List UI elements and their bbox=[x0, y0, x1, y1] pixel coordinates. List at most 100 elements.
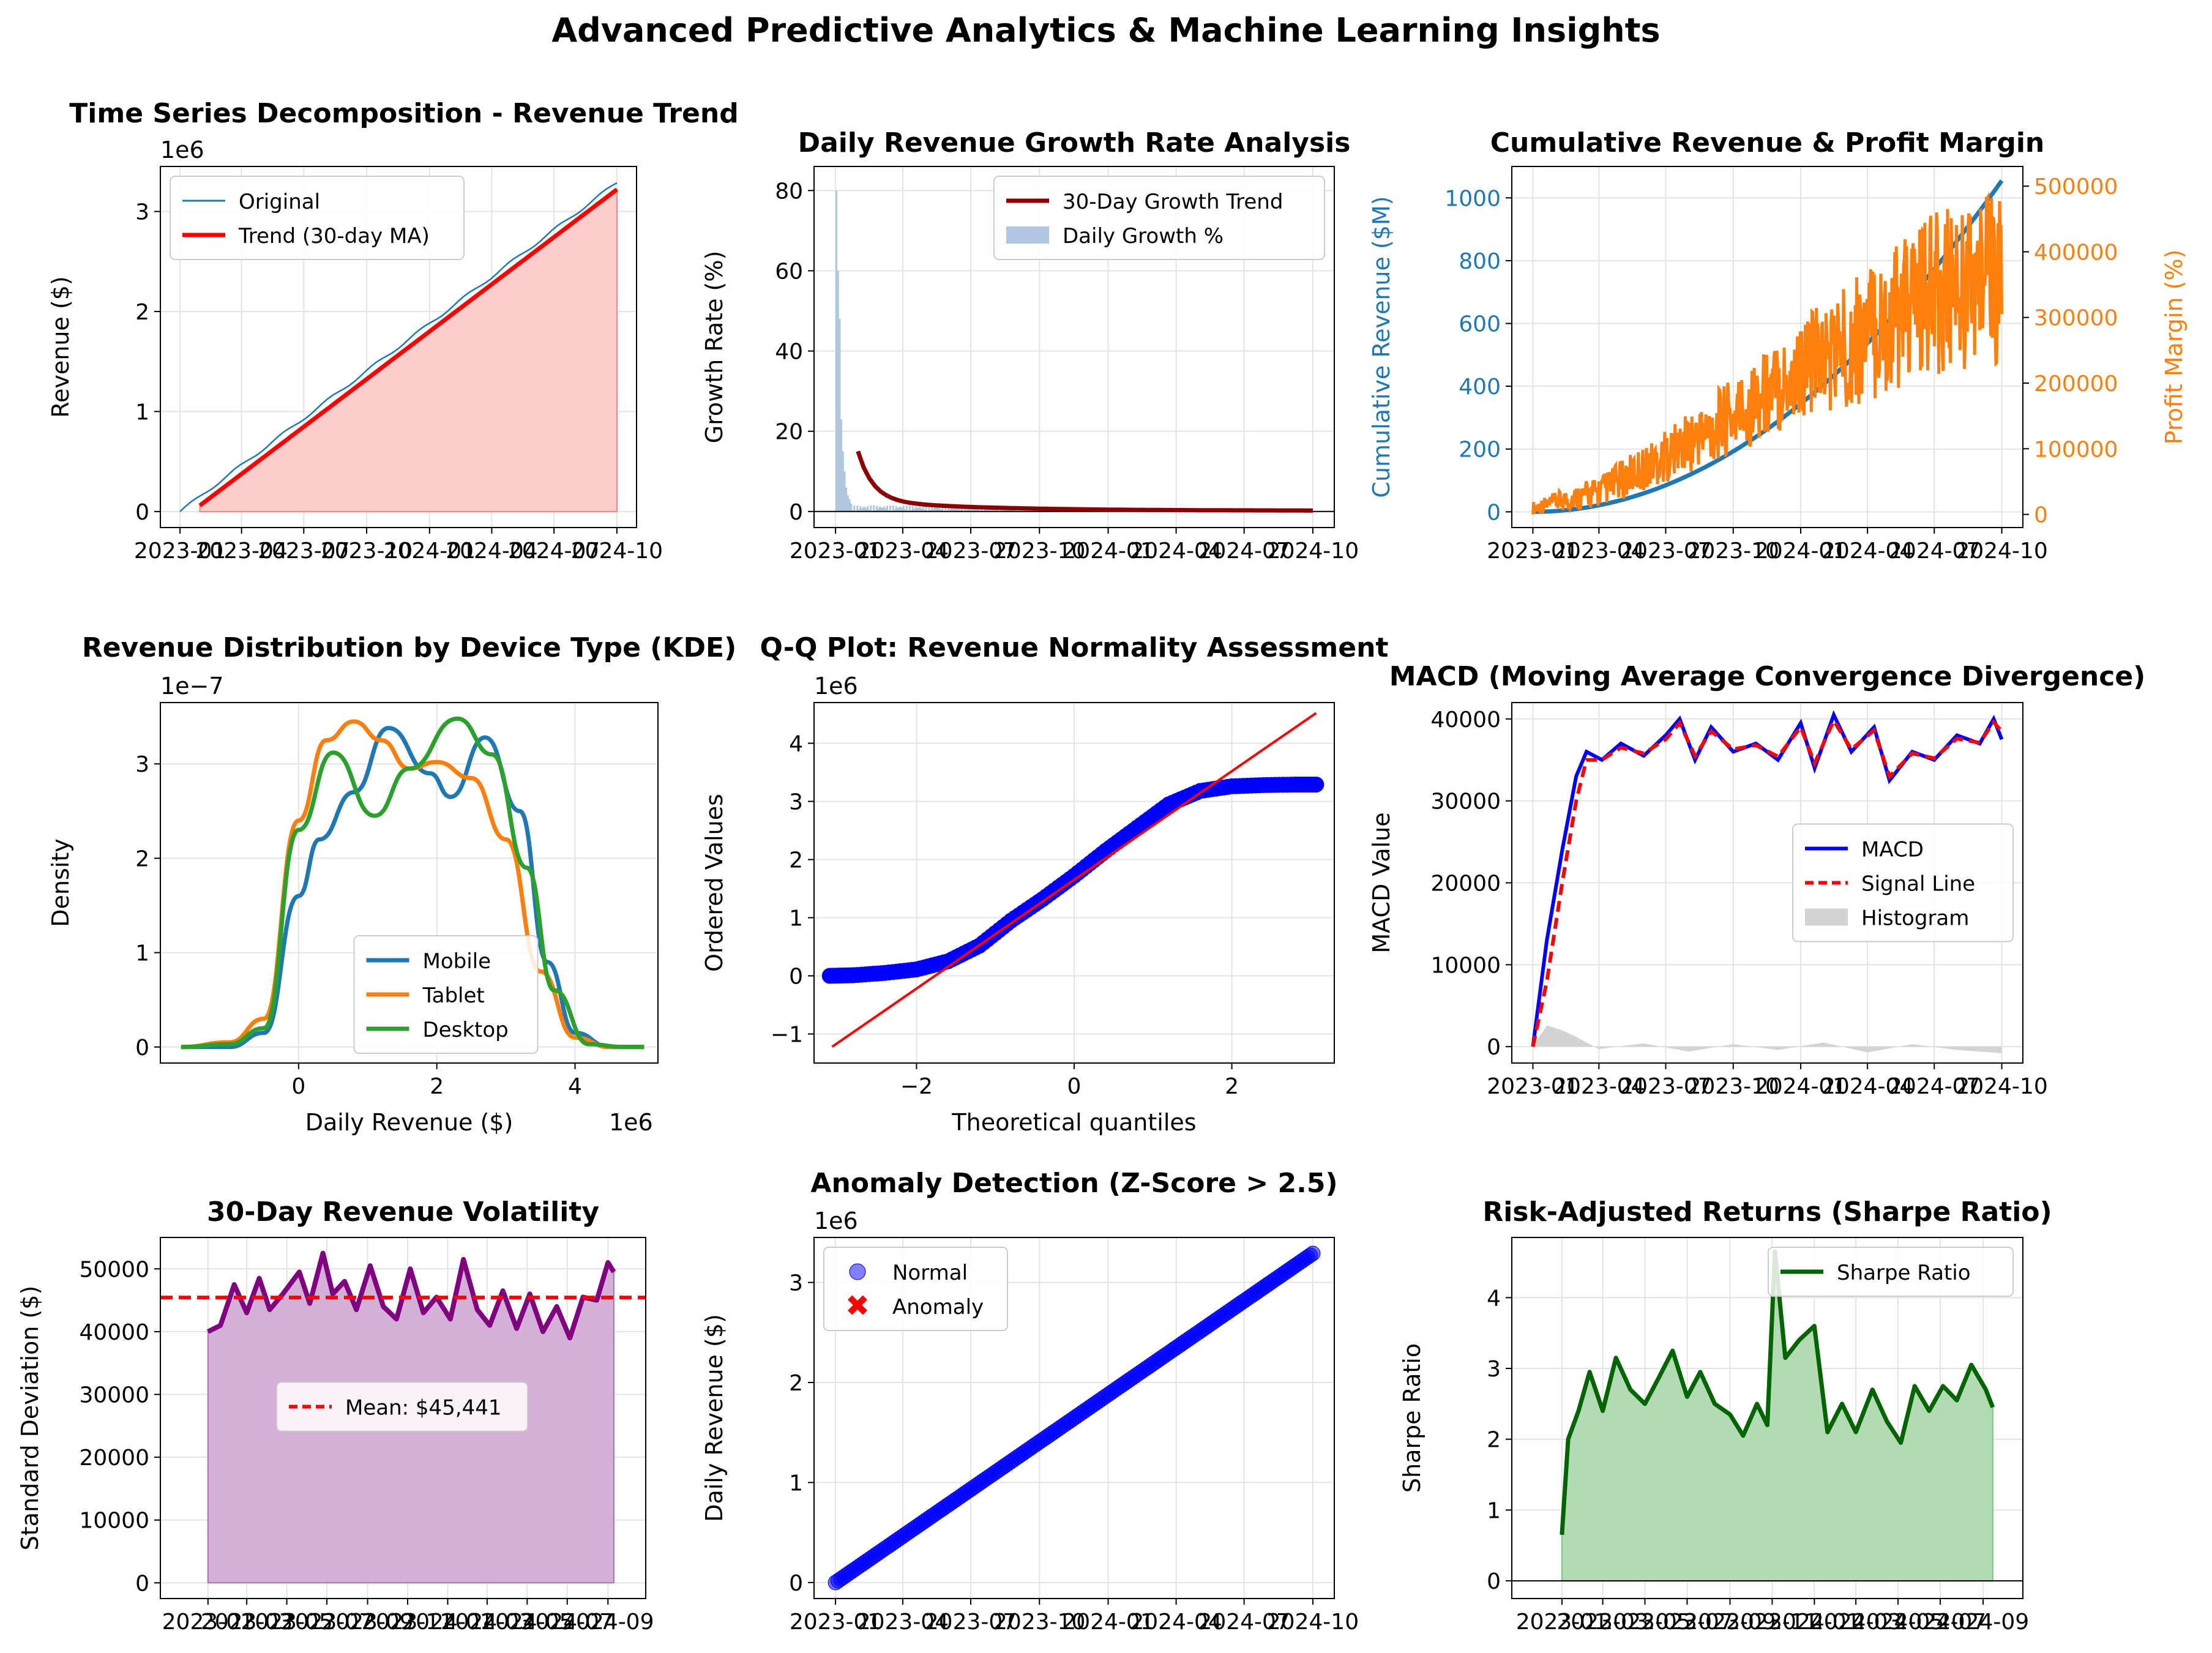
series-mobile-kde-line bbox=[181, 726, 645, 1050]
growth-bar bbox=[995, 509, 998, 512]
growth-bar bbox=[839, 319, 841, 512]
x-tick-label: 2023-10 bbox=[993, 539, 1085, 564]
legend-label: Anomaly bbox=[892, 1295, 984, 1319]
growth-bar bbox=[938, 506, 941, 512]
growth-bar bbox=[858, 509, 860, 512]
subplot-anom: 2023-012023-042023-072023-102024-012024-… bbox=[701, 1168, 1359, 1635]
subplot-qq: −2 0 2 −1 0 1 2 3 4 Q-Q Plot: Revenue Normality A… bbox=[701, 632, 1388, 1136]
x-tick-label: 2024-01 bbox=[1768, 1610, 1860, 1635]
x-tick-label: 2023-07 bbox=[1620, 1074, 1711, 1099]
growth-bar bbox=[861, 508, 863, 512]
growth-bar bbox=[843, 471, 846, 512]
subplot-cum: 2023-012023-042023-072023-102024-012024-… bbox=[1368, 127, 2188, 564]
legend-label: Normal bbox=[892, 1261, 968, 1285]
growth-bar bbox=[883, 506, 886, 512]
y-tick-label: 20000 bbox=[79, 1446, 149, 1471]
growth-bar bbox=[944, 505, 947, 512]
growth-bar bbox=[929, 510, 932, 512]
y-axis-label: Daily Revenue ($) bbox=[701, 1314, 728, 1522]
x-tick-label: 2023-07 bbox=[925, 539, 1017, 564]
axis-offset-text: 1e6 bbox=[814, 1207, 858, 1234]
x-tick-label: 4 bbox=[568, 1074, 582, 1099]
y-tick-label: 4 bbox=[1487, 1286, 1501, 1311]
growth-bar bbox=[850, 506, 853, 512]
series-growth-trend-line bbox=[856, 450, 1313, 513]
growth-bar bbox=[902, 506, 905, 512]
y-tick-label: 2 bbox=[135, 846, 149, 871]
legend-label: Signal Line bbox=[1861, 872, 1975, 897]
y-tick-label: 1 bbox=[789, 1471, 803, 1496]
legend-label: MACD bbox=[1861, 838, 1924, 862]
x-tick-label: 2024-01 bbox=[384, 539, 476, 564]
axes-frame bbox=[1511, 166, 2023, 528]
y-tick-label: 4 bbox=[789, 732, 803, 757]
subplot-title: MACD (Moving Average Convergence Diverge… bbox=[1389, 661, 2146, 692]
y-tick-label: 40000 bbox=[1430, 707, 1501, 733]
x-tick-label: 2023-01 bbox=[790, 1610, 881, 1635]
growth-bar bbox=[886, 506, 889, 512]
x-tick-label: 2024-04 bbox=[1130, 1610, 1222, 1635]
subplot-title: Anomaly Detection (Z-Score > 2.5) bbox=[810, 1168, 1337, 1199]
legend-swatch bbox=[849, 1263, 866, 1280]
normal-point bbox=[1305, 1245, 1321, 1261]
series-trend-line bbox=[198, 187, 619, 507]
growth-bar bbox=[874, 510, 876, 512]
axis-offset-text: 1e6 bbox=[160, 136, 204, 163]
y-tick-label: 0 bbox=[789, 965, 803, 990]
y-tick-label: 0 bbox=[135, 1035, 149, 1061]
x-tick-label: 2023-03 bbox=[201, 1610, 293, 1635]
growth-bar bbox=[921, 509, 923, 512]
growth-bar bbox=[904, 509, 906, 512]
y-tick-label: 400 bbox=[1459, 375, 1501, 400]
x-tick-label: 2024-10 bbox=[1956, 1074, 2047, 1099]
y-right-axis-label: Profit Margin (%) bbox=[2161, 250, 2188, 445]
axes-frame bbox=[160, 1237, 646, 1599]
y-tick-label: 0 bbox=[1487, 500, 1501, 525]
x-tick-label: 2023-07 bbox=[925, 1610, 1017, 1635]
subplot-title: Time Series Decomposition - Revenue Tren… bbox=[69, 98, 738, 129]
x-tick-label: 2023-01 bbox=[1516, 1610, 1608, 1635]
subplot-title: 30-Day Revenue Volatility bbox=[207, 1196, 599, 1228]
growth-bar bbox=[870, 506, 872, 512]
y-tick-label: 10000 bbox=[1430, 953, 1501, 978]
axes-frame bbox=[813, 702, 1335, 1064]
x-tick-label: 2023-04 bbox=[857, 1610, 949, 1635]
y-tick-label: 800 bbox=[1459, 249, 1501, 274]
growth-bar bbox=[913, 509, 916, 512]
y-axis-label: Growth Rate (%) bbox=[701, 251, 728, 444]
x-tick-label: 2023-03 bbox=[1556, 1610, 1648, 1635]
growth-bar bbox=[864, 507, 866, 512]
x-tick-label: 2024-07 bbox=[1888, 1074, 1980, 1099]
legend-swatch bbox=[1006, 226, 1049, 244]
x-tick-label: 2024-01 bbox=[1062, 1610, 1154, 1635]
growth-bar bbox=[875, 506, 878, 512]
y-tick-label: 1 bbox=[135, 941, 149, 966]
growth-bar bbox=[862, 507, 865, 512]
growth-bar bbox=[928, 506, 930, 512]
y-right-tick-label: 500000 bbox=[2034, 174, 2118, 200]
legend: Original Trend (30-day MA) bbox=[170, 176, 465, 260]
series-signal-line bbox=[1531, 717, 2003, 1047]
x-tick-label: 2023-10 bbox=[321, 539, 413, 564]
growth-bar bbox=[935, 507, 938, 512]
qq-point bbox=[1308, 776, 1325, 793]
legend-box bbox=[823, 1247, 1008, 1331]
x-tick-label: 2023-10 bbox=[1687, 1074, 1779, 1099]
axes-frame bbox=[1511, 702, 2023, 1064]
legend-label: Desktop bbox=[423, 1018, 509, 1042]
growth-bar bbox=[925, 505, 927, 512]
growth-bar bbox=[873, 505, 875, 512]
growth-bar bbox=[865, 508, 867, 512]
legend: Mean: $45,441 bbox=[276, 1381, 528, 1432]
y-tick-label: 1 bbox=[135, 400, 149, 425]
growth-bar bbox=[908, 505, 911, 512]
growth-bar bbox=[897, 508, 899, 512]
growth-bar bbox=[914, 506, 917, 512]
growth-bar bbox=[837, 271, 839, 512]
legend-label: Trend (30-day MA) bbox=[238, 224, 430, 248]
series-sharpe-line bbox=[1560, 1249, 1995, 1535]
growth-bar bbox=[947, 506, 950, 512]
growth-bar bbox=[951, 506, 953, 512]
x-tick-label: 0 bbox=[291, 1074, 305, 1099]
